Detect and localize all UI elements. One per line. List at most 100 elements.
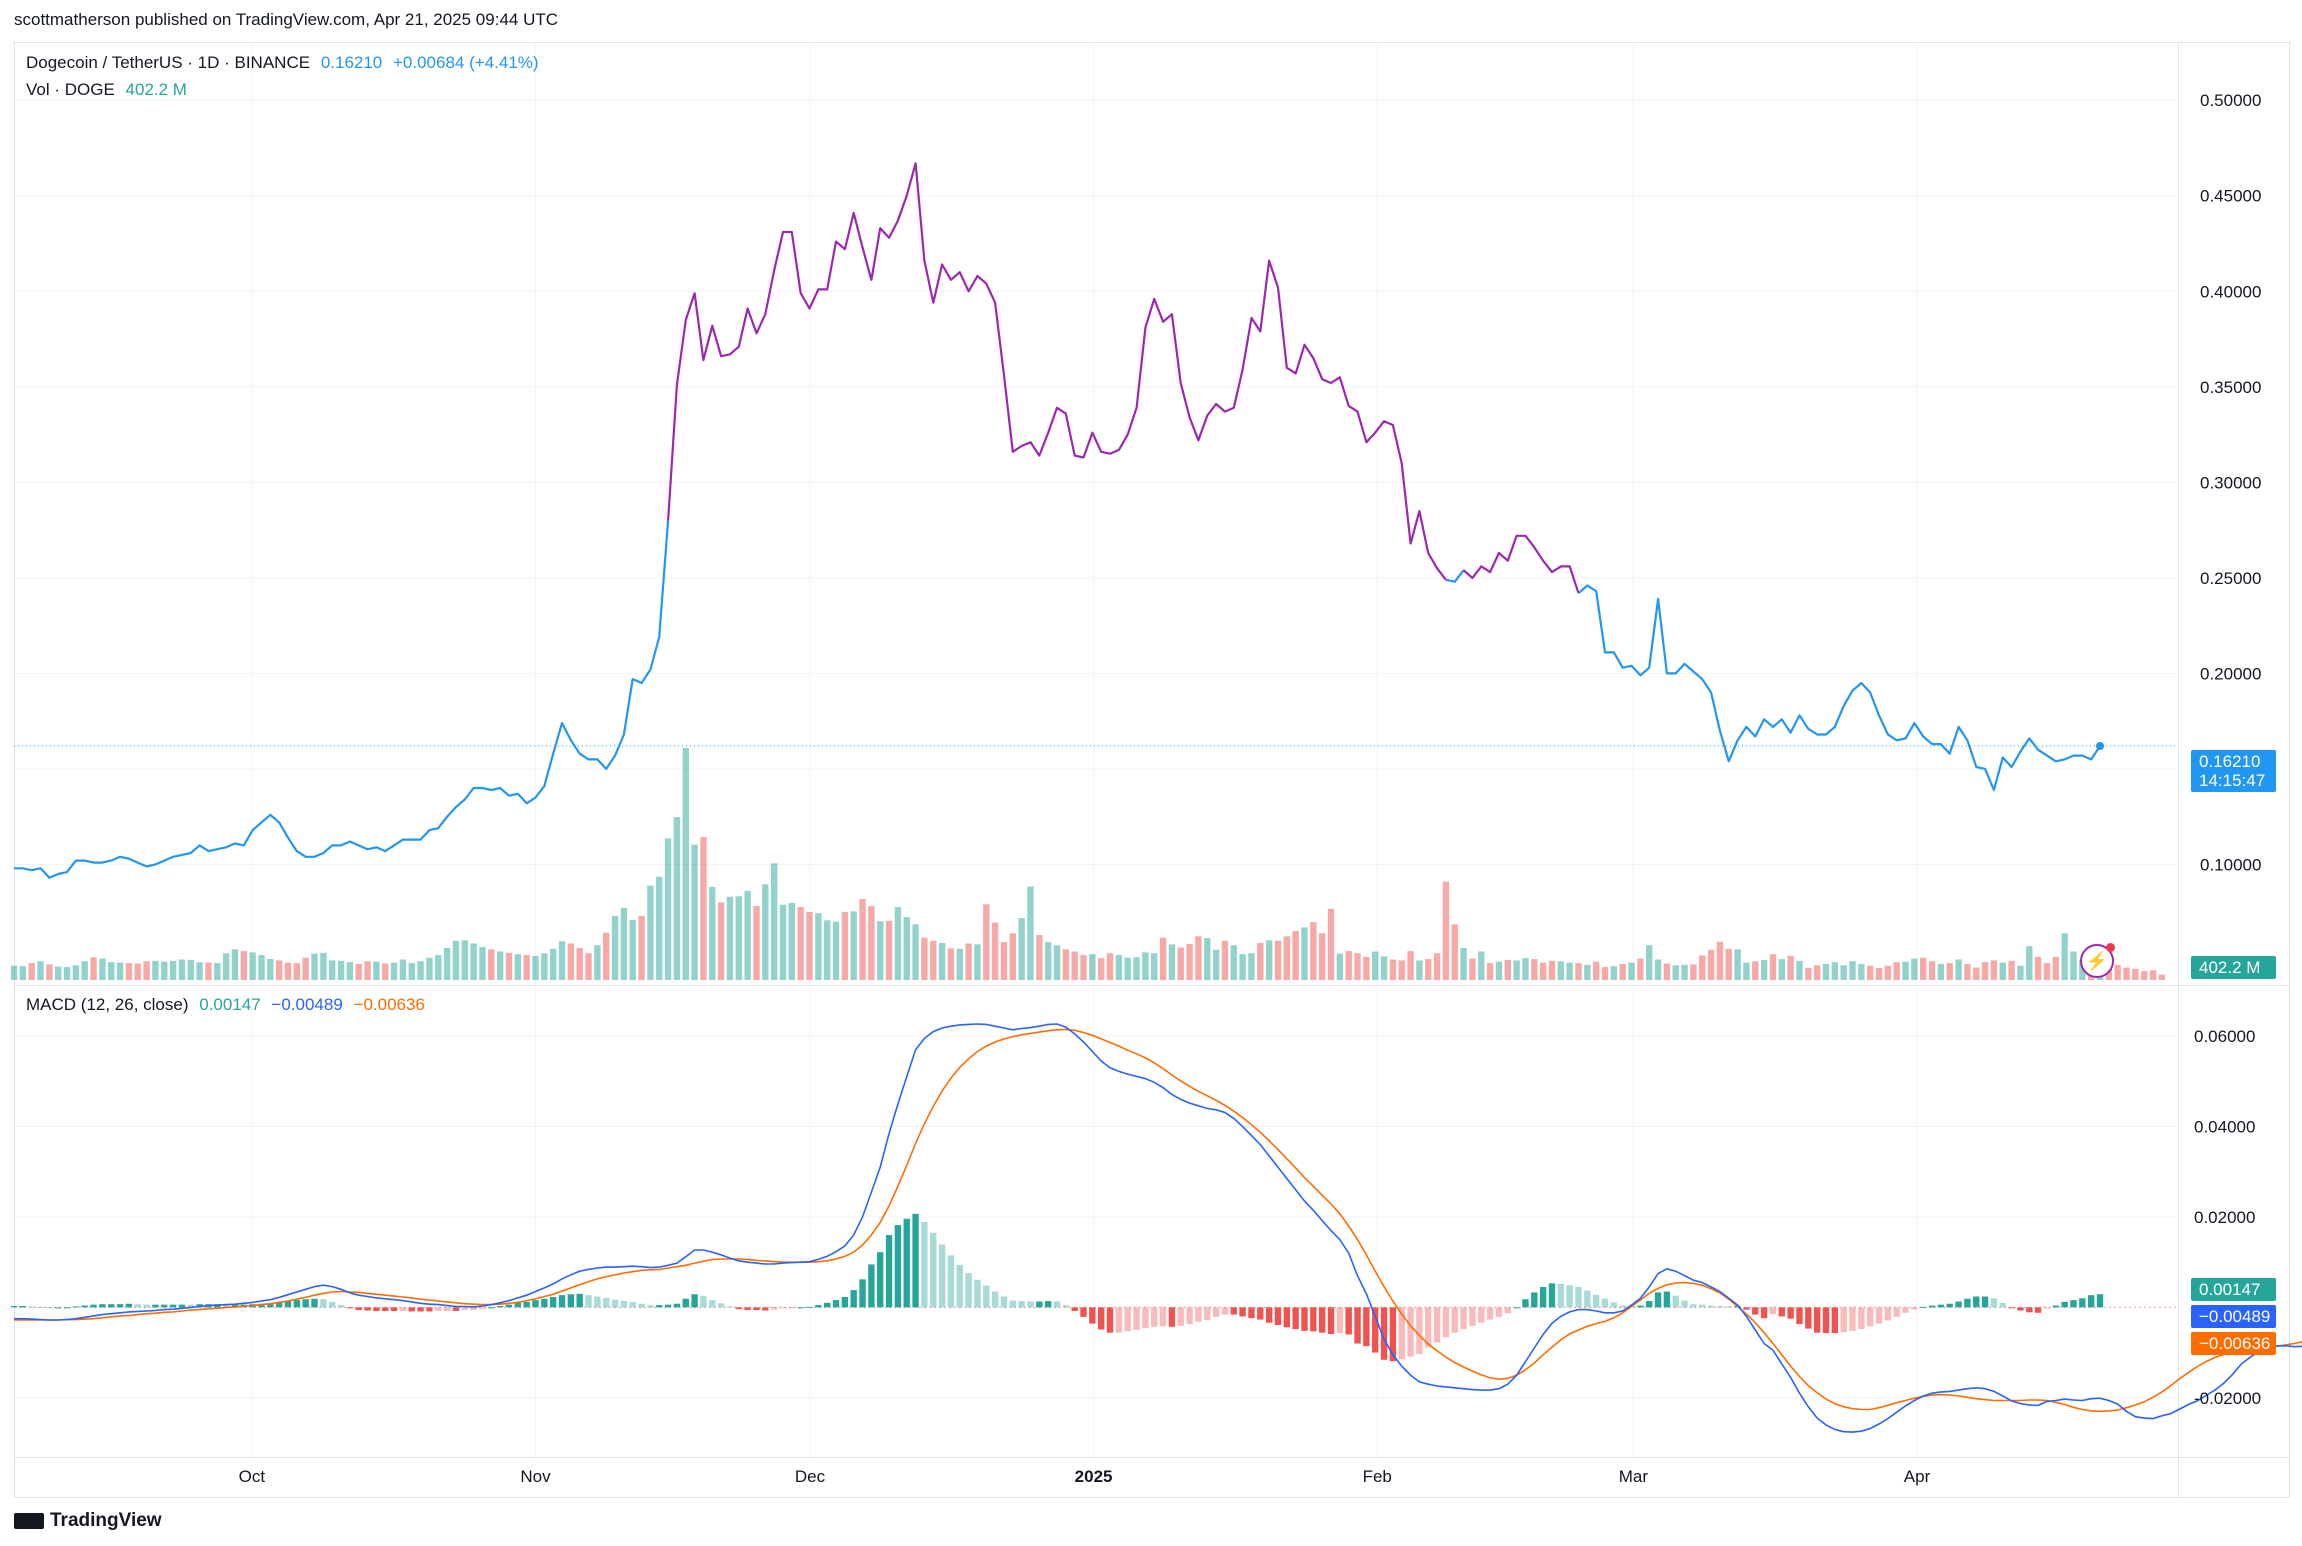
macd-hist-bar	[1283, 1307, 1290, 1328]
macd-hist-bar	[1531, 1292, 1538, 1308]
macd-hist-bar	[956, 1264, 963, 1308]
volume-bar	[549, 948, 557, 980]
volume-bar	[1071, 951, 1078, 980]
volume-bar	[116, 962, 124, 980]
volume-bar	[364, 961, 371, 980]
volume-bar	[541, 953, 548, 980]
macd-hist-bar	[1451, 1307, 1458, 1333]
macd-hist-bar	[1769, 1307, 1777, 1315]
macd-hist-bar	[222, 1304, 230, 1308]
volume-bar	[1257, 943, 1264, 980]
macd-hist-bar	[2061, 1301, 2068, 1308]
macd-hist-bar	[1964, 1298, 1971, 1308]
volume-bar	[1849, 961, 1856, 980]
macd-hist-bar	[1787, 1307, 1794, 1319]
volume-bar	[1769, 954, 1777, 980]
macd-hist-bar	[2070, 1300, 2077, 1308]
macd-hist-bar	[1062, 1305, 1070, 1308]
volume-bar	[2052, 956, 2059, 980]
price-series	[14, 162, 2104, 879]
volume-bar	[417, 961, 424, 980]
macd-hist-bar	[470, 1307, 477, 1311]
macd-signal-value: −0.00636	[353, 995, 425, 1014]
macd-signal-badge: −0.00636	[2191, 1332, 2276, 1355]
macd-hist-bar	[903, 1218, 910, 1308]
volume-bar	[275, 960, 283, 980]
volume-bar	[63, 967, 71, 980]
volume-bar	[815, 913, 822, 980]
macd-hist-bar	[488, 1307, 495, 1309]
volume-bar	[426, 957, 433, 980]
macd-hist-bar	[1345, 1307, 1352, 1335]
time-axis-tick: Mar	[1619, 1467, 1649, 1486]
symbol-label[interactable]: Dogecoin / TetherUS · 1D · BINANCE	[26, 53, 311, 72]
macd-hist-bar	[762, 1307, 769, 1311]
macd-hist-bar	[1619, 1305, 1626, 1308]
macd-hist-bar	[2052, 1305, 2059, 1308]
volume-bar	[169, 960, 177, 980]
tradingview-logo[interactable]: TradingView	[14, 1510, 162, 1532]
volume-bar	[717, 902, 725, 980]
volume-bar	[656, 876, 663, 980]
volume-bar	[152, 960, 159, 980]
macd-hist-bar	[1813, 1307, 1821, 1333]
volume-bar	[1531, 959, 1538, 980]
macd-hist-bar	[1592, 1294, 1600, 1308]
main-legend[interactable]: Dogecoin / TetherUS · 1D · BINANCE 0.162…	[26, 53, 545, 73]
volume-bar	[1813, 965, 1821, 980]
volume-bar	[1098, 958, 1105, 980]
volume-bar	[1283, 936, 1290, 980]
macd-hist-bar	[868, 1264, 875, 1308]
volume-bar	[1893, 962, 1900, 980]
volume-bar	[1044, 942, 1052, 980]
macd-line-badge: −0.00489	[2191, 1305, 2276, 1328]
macd-hist-bar	[841, 1296, 849, 1308]
lightning-alert-icon[interactable]: ⚡	[2080, 943, 2115, 978]
time-axis-tick: Feb	[1363, 1467, 1392, 1486]
macd-hist-bar	[161, 1304, 168, 1308]
last-price-badge: 0.16210 14:15:47	[2191, 750, 2276, 792]
macd-legend[interactable]: MACD (12, 26, close) 0.00147 −0.00489 −0…	[26, 995, 431, 1015]
volume-bar	[2061, 933, 2068, 980]
macd-hist-bar	[603, 1297, 610, 1308]
grid-lines	[14, 42, 2178, 1457]
last-price-badge-value: 0.16210	[2199, 752, 2261, 771]
volume-bar	[1478, 951, 1485, 980]
macd-hist-bar	[1416, 1307, 1423, 1354]
macd-hist-bar	[1557, 1283, 1565, 1308]
macd-hist-bar	[1637, 1305, 1644, 1308]
pane-divider[interactable]	[14, 985, 2290, 986]
volume-bar	[1425, 959, 1432, 980]
macd-hist-bar	[1204, 1307, 1211, 1321]
volume-bar	[1036, 935, 1043, 980]
volume-bar	[877, 921, 884, 980]
macd-hist-bar	[390, 1307, 398, 1311]
macd-hist-bar	[850, 1290, 857, 1308]
volume-bar	[1654, 959, 1662, 980]
volume-bar	[1221, 940, 1229, 980]
volume-bar	[753, 906, 760, 980]
volume-bar	[779, 904, 787, 980]
macd-hist-bar	[735, 1307, 742, 1310]
macd-hist-bar	[753, 1307, 760, 1311]
volume-bar	[214, 963, 221, 980]
macd-hist-bar	[108, 1304, 115, 1308]
macd-hist-bar	[479, 1307, 486, 1309]
macd-hist-bar	[1301, 1307, 1308, 1331]
macd-hist-bar	[125, 1303, 133, 1308]
volume-bar	[1902, 961, 1909, 980]
macd-hist-bar	[1098, 1307, 1105, 1330]
volume-bar	[1840, 965, 1847, 980]
macd-hist-bar	[1743, 1307, 1750, 1310]
macd-hist-bar	[1760, 1307, 1768, 1319]
volume-bar	[205, 962, 212, 980]
volume-legend[interactable]: Vol · DOGE 402.2 M	[26, 80, 193, 100]
macd-hist-bar	[1195, 1307, 1202, 1322]
volume-bar	[664, 838, 672, 980]
volume-bar	[1398, 960, 1405, 980]
volume-bar	[2149, 970, 2157, 980]
volume-bar	[629, 919, 636, 980]
volume-bar	[346, 962, 354, 980]
macd-hist-bar	[514, 1302, 522, 1308]
